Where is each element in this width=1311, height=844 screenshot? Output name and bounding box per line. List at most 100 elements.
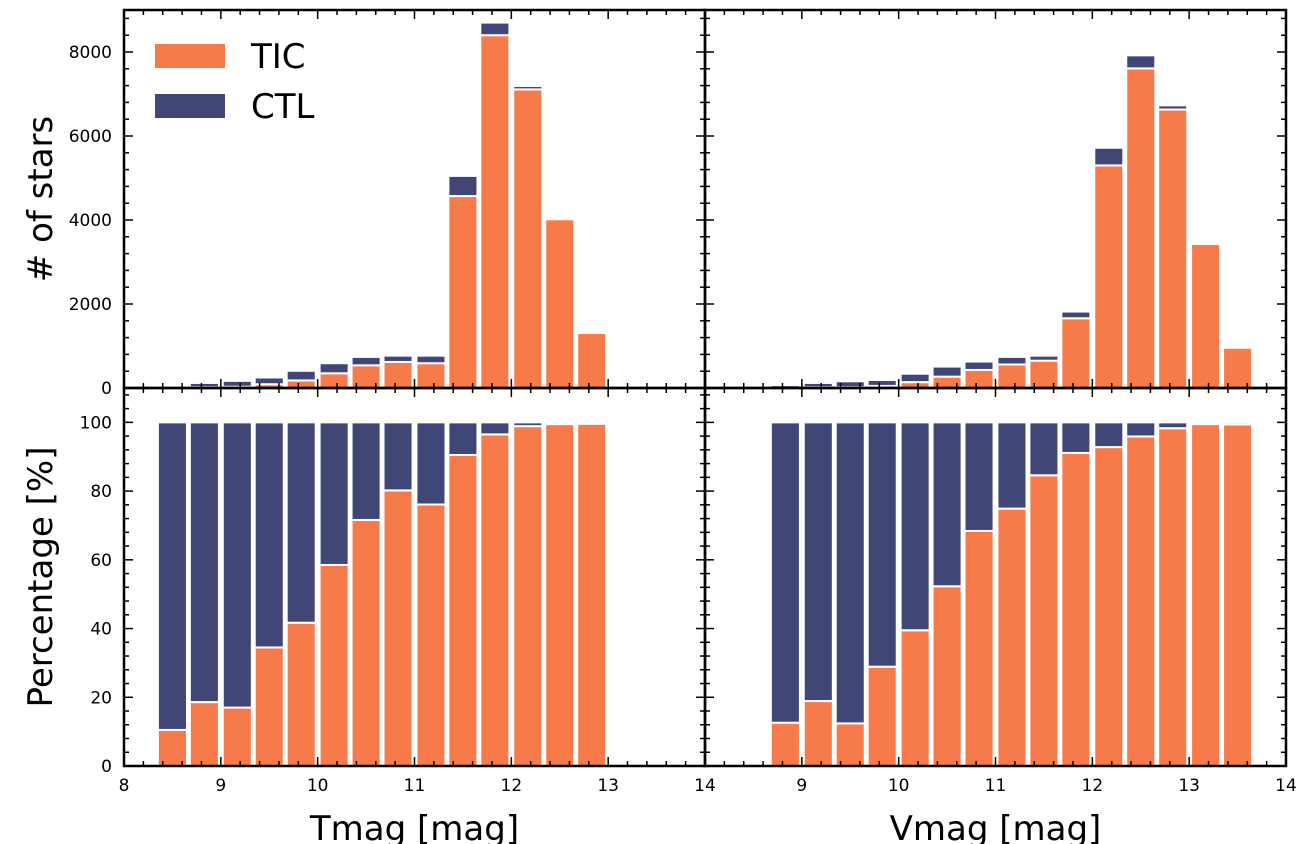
bar-ctl-10 (479, 421, 511, 436)
bar-ctl-8 (1028, 421, 1060, 477)
bar-ctl-10 (1093, 421, 1125, 449)
bar-ctl-12 (1157, 104, 1189, 111)
bar-tic-4 (899, 629, 931, 767)
bar-ctl-7 (996, 355, 1028, 366)
y-tick-label: 80 (90, 482, 112, 502)
ticks-counts-tmag: 0 2000 4000 6000 8000 (69, 10, 706, 399)
y-tick-label: 60 (90, 551, 112, 571)
bar-ctl-7 (382, 354, 414, 363)
bar-tic-14 (1222, 423, 1254, 767)
bar-tic-2 (221, 706, 253, 768)
bar-ctl-6 (350, 355, 382, 367)
bar-tic-13 (576, 422, 608, 767)
bar-tic-12 (1157, 108, 1189, 389)
bar-tic-14 (1222, 346, 1254, 389)
bar-ctl-0 (156, 421, 188, 731)
bar-tic-11 (1125, 67, 1157, 389)
bar-tic-7 (996, 507, 1028, 767)
bar-tic-7 (382, 360, 414, 389)
bar-ctl-8 (1028, 354, 1060, 362)
bars-percent-vmag (769, 421, 1254, 768)
bar-tic-12 (544, 218, 576, 389)
bar-ctl-4 (285, 369, 317, 382)
bar-ctl-6 (963, 360, 995, 371)
bar-ctl-11 (1125, 421, 1157, 438)
bar-tic-5 (931, 585, 963, 768)
x-axis-label-percent-tmag: Tmag [mag] (309, 809, 519, 844)
bar-tic-10 (479, 34, 511, 389)
ticks-percent-vmag: 9 10 11 12 13 14 (704, 388, 1297, 796)
bar-ctl-2 (834, 421, 866, 725)
bar-tic-8 (415, 503, 447, 767)
y-tick-label: 8000 (69, 43, 112, 63)
panel-counts-tmag: 0 2000 4000 6000 8000 (69, 8, 707, 399)
bar-ctl-2 (221, 379, 253, 388)
bar-ctl-8 (415, 354, 447, 365)
bars-counts-vmag (769, 54, 1254, 390)
legend: TIC CTL (155, 37, 315, 127)
legend-label-tic: TIC (250, 37, 306, 77)
bar-ctl-13 (1190, 421, 1222, 426)
bar-tic-10 (479, 433, 511, 767)
bar-tic-11 (512, 88, 544, 389)
bar-ctl-14 (1222, 421, 1254, 426)
bar-ctl-5 (931, 421, 963, 588)
y-tick-label: 2000 (69, 295, 112, 315)
ticks-counts-vmag (704, 10, 1287, 389)
bar-ctl-5 (931, 365, 963, 378)
y-tick-label: 0 (101, 379, 112, 399)
bar-tic-9 (1060, 451, 1092, 767)
bar-tic-12 (1157, 427, 1189, 767)
bar-tic-6 (963, 368, 995, 390)
x-tick-label: 8 (119, 776, 130, 796)
bar-ctl-5 (318, 421, 350, 566)
bar-tic-3 (253, 646, 285, 767)
x-tick-label: 12 (501, 776, 523, 796)
bar-tic-1 (802, 700, 834, 768)
bar-ctl-4 (899, 372, 931, 384)
bar-ctl-8 (415, 421, 447, 506)
bar-tic-7 (382, 489, 414, 767)
bar-tic-9 (1060, 317, 1092, 389)
bars-counts-tmag (156, 21, 608, 390)
bar-ctl-11 (512, 421, 544, 428)
bar-tic-4 (285, 621, 317, 767)
panel-percent-tmag: 0 20 40 60 80 100 8 9 10 11 12 13 14 Tmag [mag] (80, 386, 716, 844)
bar-tic-2 (834, 722, 866, 768)
bar-ctl-11 (512, 85, 544, 91)
bar-ctl-7 (996, 421, 1028, 510)
x-axis-label-percent-vmag: Vmag [mag] (890, 809, 1102, 844)
bar-tic-1 (188, 701, 220, 767)
bar-ctl-1 (188, 421, 220, 704)
x-tick-label: 10 (307, 776, 329, 796)
bar-ctl-10 (1093, 146, 1125, 167)
x-tick-label: 10 (888, 776, 910, 796)
x-tick-label: 12 (1082, 776, 1104, 796)
bar-ctl-2 (221, 421, 253, 709)
y-axis-label-percentage: Percentage [%] (21, 447, 61, 708)
y-tick-label: 6000 (69, 127, 112, 147)
x-tick-label: 13 (597, 776, 619, 796)
bar-tic-5 (318, 563, 350, 767)
bar-ctl-13 (576, 421, 608, 425)
panel-counts-vmag (703, 8, 1288, 390)
legend-swatch-tic (155, 44, 225, 68)
y-tick-label: 4000 (69, 211, 112, 231)
ticks-percent-tmag: 0 20 40 60 80 100 8 9 10 11 12 13 14 (80, 388, 716, 796)
bar-tic-11 (512, 425, 544, 767)
y-tick-label: 20 (90, 688, 112, 708)
bar-ctl-3 (866, 421, 898, 668)
panel-percent-vmag: 9 10 11 12 13 14 Vmag [mag] (703, 386, 1297, 844)
y-tick-label: 0 (101, 757, 112, 777)
bar-tic-6 (350, 518, 382, 767)
legend-label-ctl: CTL (251, 87, 315, 127)
bar-ctl-9 (1060, 421, 1092, 454)
bar-ctl-1 (802, 381, 834, 389)
bar-tic-0 (769, 721, 801, 768)
bar-tic-5 (318, 372, 350, 389)
bar-ctl-1 (188, 381, 220, 389)
bar-ctl-10 (479, 21, 511, 37)
bar-ctl-12 (1157, 421, 1189, 430)
x-tick-label: 9 (215, 776, 226, 796)
